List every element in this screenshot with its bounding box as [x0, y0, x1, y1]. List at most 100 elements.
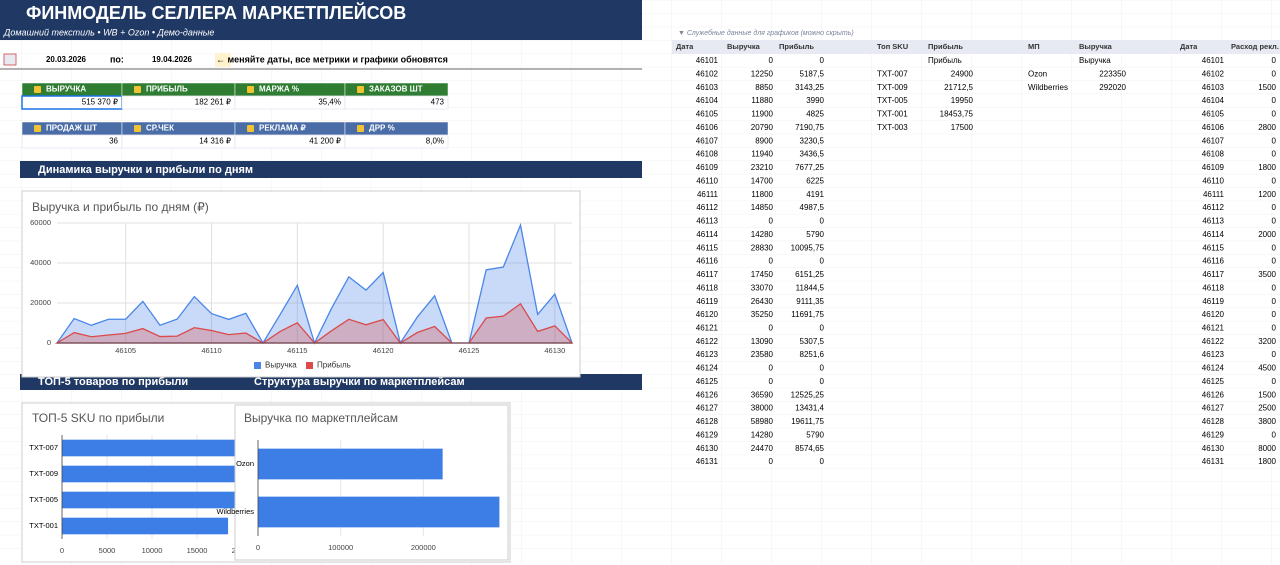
kpi-value: 515 370 ₽: [82, 98, 118, 107]
table-subheader: Прибыль: [928, 56, 962, 65]
subtitle: Домашний текстиль • WB + Ozon • Демо-дан…: [3, 27, 214, 37]
table-cell: 8000: [1258, 444, 1276, 453]
table-cell: 46117: [1202, 270, 1224, 279]
bar: [258, 496, 500, 528]
table-cell: 2800: [1258, 123, 1276, 132]
table-cell: 46106: [696, 123, 719, 132]
kpi-label: ПРОДАЖ ШТ: [46, 124, 97, 133]
table-cell: 46113: [1202, 217, 1224, 226]
table-header: Прибыль: [928, 42, 963, 51]
title-bar: [0, 0, 642, 40]
chart-box: [21, 190, 581, 378]
table-cell: 46116: [696, 257, 718, 266]
kpi-label: ВЫРУЧКА: [46, 85, 86, 94]
table-cell: 1800: [1258, 163, 1276, 172]
table-cell: 3800: [1258, 417, 1276, 426]
table-cell: 46120: [696, 310, 719, 319]
x-tick-label: 46120: [373, 346, 394, 355]
table-header: Выручка: [727, 42, 761, 51]
table-cell: 0: [769, 364, 774, 373]
table-cell: 46125: [1202, 377, 1225, 386]
category-label: TXT-005: [29, 495, 58, 504]
title: ФИНМОДЕЛЬ СЕЛЛЕРА МАРКЕТПЛЕЙСОВ: [26, 2, 406, 23]
calendar-icon: [3, 53, 17, 66]
table-cell: 12525,25: [791, 390, 825, 399]
kpi-icon: [34, 86, 41, 93]
table-cell: 46118: [1202, 283, 1224, 292]
hint-cell: [215, 53, 231, 67]
table-cell: 46110: [1202, 176, 1224, 185]
table-cell: 8574,65: [795, 444, 824, 453]
table-cell: 46115: [1202, 243, 1224, 252]
x-tick-label: 10000: [142, 546, 163, 555]
x-tick-label: 46105: [115, 346, 136, 355]
table-cell: 0: [1272, 350, 1277, 359]
table-cell: 0: [820, 457, 825, 466]
table-cell: 3436,5: [800, 150, 825, 159]
date-to[interactable]: 19.04.2026: [152, 55, 193, 64]
table-cell: 46126: [696, 390, 719, 399]
table-cell: 46122: [1202, 337, 1225, 346]
table-cell: 46131: [696, 457, 719, 466]
table-cell: 46131: [1202, 457, 1225, 466]
table-cell: 0: [1272, 136, 1277, 145]
table-cell: TXT-001: [877, 110, 908, 119]
table-cell: 4191: [806, 190, 824, 199]
table-cell: 0: [1272, 377, 1277, 386]
date-from[interactable]: 20.03.2026: [46, 55, 87, 64]
bar: [62, 517, 229, 535]
area-series: [54, 302, 574, 344]
table-cell: 0: [820, 324, 825, 333]
table-cell: 0: [1272, 257, 1277, 266]
table-cell: 46102: [696, 69, 719, 78]
table-cell: 17500: [951, 123, 974, 132]
table-cell: 46103: [1202, 83, 1225, 92]
bar: [62, 439, 287, 457]
kpi-cell: [344, 95, 449, 110]
table-cell: 19950: [951, 96, 974, 105]
table-cell: TXT-005: [877, 96, 908, 105]
table-cell: 6151,25: [795, 270, 824, 279]
table-cell: 46125: [696, 377, 719, 386]
table-cell: 24900: [951, 69, 974, 78]
kpi-value: 8,0%: [426, 137, 444, 146]
table-cell: 19611,75: [791, 417, 824, 426]
table-cell: 46110: [696, 176, 718, 185]
table-cell: 18453,75: [940, 110, 974, 119]
table-cell: 0: [1272, 324, 1277, 333]
table-cell: 46123: [696, 350, 719, 359]
kpi-cell: [344, 134, 449, 149]
table-cell: 46124: [1202, 364, 1225, 373]
table-cell: 11900: [751, 110, 773, 119]
kpi-icon: [134, 86, 141, 93]
kpi-icon: [357, 125, 364, 132]
table-cell: 0: [1272, 56, 1277, 65]
table-header-bg: [672, 40, 1280, 54]
table-cell: 46111: [1203, 190, 1225, 199]
x-tick-label: 5000: [99, 546, 116, 555]
table-cell: 36590: [751, 390, 774, 399]
table-cell: 1500: [1258, 83, 1276, 92]
table-cell: 0: [769, 257, 774, 266]
table-cell: TXT-009: [877, 83, 908, 92]
table-cell: 46120: [1202, 310, 1225, 319]
y-tick-label: 20000: [30, 298, 51, 307]
table-cell: 46118: [696, 283, 718, 292]
section-title: Динамика выручки и прибыли по дням: [38, 164, 253, 176]
table-cell: 5790: [806, 230, 824, 239]
category-label: Ozon: [236, 459, 254, 468]
table-cell: 0: [1272, 69, 1277, 78]
table-cell: 3500: [1258, 270, 1276, 279]
table-cell: 28830: [751, 243, 774, 252]
table-cell: 46114: [1202, 230, 1224, 239]
table-cell: 46112: [1202, 203, 1224, 212]
table-cell: 0: [820, 217, 825, 226]
table-cell: 0: [1272, 297, 1277, 306]
table-cell: 11880: [751, 96, 773, 105]
table-cell: 3143,25: [795, 83, 824, 92]
table-note: ▼ Служебные данные для графиков (можно с…: [678, 29, 854, 37]
kpi-value: 473: [431, 98, 445, 107]
category-label: Wildberries: [216, 507, 254, 516]
table-cell: 46119: [1202, 297, 1224, 306]
table-cell: 7190,75: [795, 123, 824, 132]
